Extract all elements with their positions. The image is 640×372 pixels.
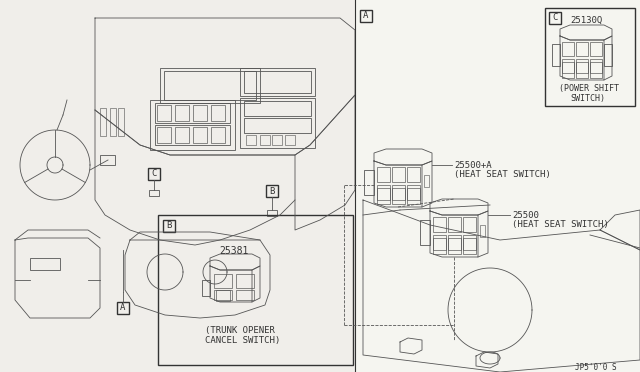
- Bar: [407, 188, 420, 204]
- Bar: [433, 238, 446, 254]
- Text: JP5'0'0 S: JP5'0'0 S: [575, 362, 616, 372]
- Bar: [110, 108, 116, 136]
- Text: A: A: [364, 12, 369, 20]
- Bar: [118, 108, 124, 136]
- Bar: [100, 108, 106, 136]
- Bar: [246, 135, 256, 145]
- Bar: [240, 98, 315, 148]
- Bar: [407, 167, 420, 182]
- Bar: [175, 105, 189, 121]
- Bar: [576, 59, 588, 73]
- Bar: [244, 71, 311, 93]
- Bar: [364, 170, 374, 195]
- Bar: [377, 167, 390, 182]
- Bar: [100, 155, 115, 165]
- Bar: [433, 235, 446, 250]
- Bar: [117, 302, 129, 314]
- Text: B: B: [166, 221, 172, 231]
- Bar: [392, 167, 405, 182]
- Bar: [157, 127, 171, 143]
- Bar: [236, 290, 254, 300]
- Bar: [285, 135, 295, 145]
- Bar: [193, 105, 207, 121]
- Bar: [590, 59, 602, 73]
- Bar: [240, 68, 315, 96]
- Bar: [392, 185, 405, 200]
- Bar: [211, 127, 225, 143]
- Bar: [214, 290, 232, 300]
- Text: 25130Q: 25130Q: [570, 16, 602, 25]
- Bar: [244, 101, 311, 116]
- Bar: [236, 274, 254, 288]
- Bar: [604, 44, 612, 66]
- Bar: [392, 188, 405, 204]
- Bar: [272, 135, 282, 145]
- Bar: [576, 42, 588, 56]
- Bar: [163, 220, 175, 232]
- Text: (HEAT SEAT SWITCH): (HEAT SEAT SWITCH): [512, 221, 609, 230]
- Bar: [420, 220, 430, 245]
- Bar: [214, 274, 232, 288]
- Bar: [266, 185, 278, 197]
- Bar: [545, 8, 635, 106]
- Bar: [267, 210, 277, 216]
- Bar: [148, 168, 160, 180]
- Bar: [463, 217, 476, 232]
- Text: C: C: [552, 13, 557, 22]
- Bar: [590, 62, 602, 78]
- Bar: [211, 105, 225, 121]
- Bar: [576, 62, 588, 78]
- Text: 25500: 25500: [512, 211, 539, 219]
- Bar: [433, 217, 446, 232]
- Bar: [360, 10, 372, 22]
- Bar: [164, 71, 256, 100]
- Bar: [260, 135, 270, 145]
- Bar: [562, 59, 574, 73]
- Text: B: B: [269, 186, 275, 196]
- Bar: [377, 188, 390, 204]
- Text: (POWER SHIFT: (POWER SHIFT: [559, 83, 619, 93]
- Bar: [244, 118, 311, 133]
- Bar: [149, 190, 159, 196]
- Text: (HEAT SEAT SWITCH): (HEAT SEAT SWITCH): [454, 170, 551, 180]
- Bar: [150, 100, 235, 150]
- Bar: [424, 175, 429, 187]
- Bar: [202, 280, 210, 296]
- Text: 25381: 25381: [220, 246, 249, 256]
- Bar: [448, 238, 461, 254]
- Bar: [562, 62, 574, 78]
- Text: C: C: [151, 170, 157, 179]
- Text: CANCEL SWITCH): CANCEL SWITCH): [205, 336, 280, 344]
- Bar: [155, 103, 230, 123]
- Bar: [158, 215, 353, 365]
- Bar: [463, 235, 476, 250]
- Text: (TRUNK OPENER: (TRUNK OPENER: [205, 326, 275, 334]
- Bar: [193, 127, 207, 143]
- Bar: [407, 185, 420, 200]
- Bar: [157, 105, 171, 121]
- Bar: [562, 42, 574, 56]
- Bar: [590, 42, 602, 56]
- Text: 25500+A: 25500+A: [454, 160, 492, 170]
- Text: A: A: [120, 304, 125, 312]
- Bar: [216, 290, 230, 301]
- Bar: [480, 225, 485, 237]
- Bar: [30, 258, 60, 270]
- Bar: [155, 125, 230, 145]
- Bar: [463, 238, 476, 254]
- Bar: [552, 44, 560, 66]
- Bar: [448, 235, 461, 250]
- Bar: [0, 0, 355, 372]
- Text: SWITCH): SWITCH): [570, 93, 605, 103]
- Bar: [549, 12, 561, 24]
- Bar: [175, 127, 189, 143]
- Bar: [160, 68, 260, 103]
- Bar: [448, 217, 461, 232]
- Bar: [377, 185, 390, 200]
